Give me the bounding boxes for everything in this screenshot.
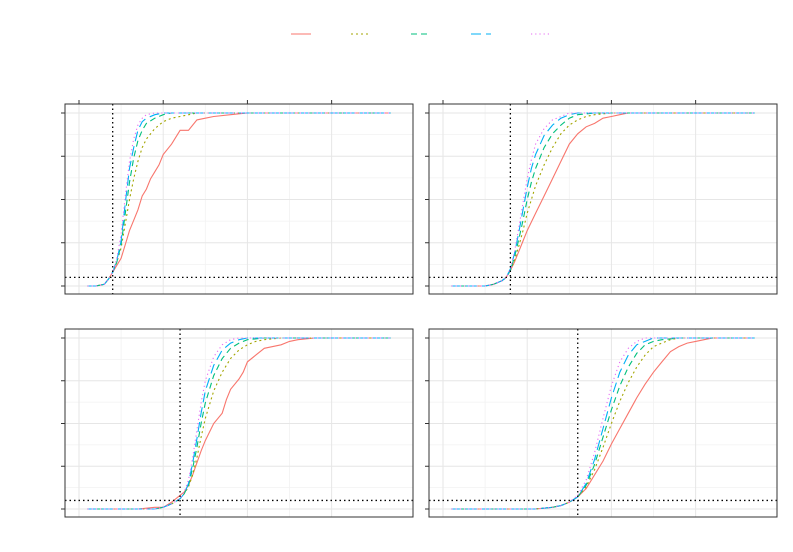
panel-1 — [61, 100, 414, 295]
series-line-4 — [87, 337, 391, 510]
panel-2 — [425, 100, 778, 295]
series-line-5 — [87, 337, 391, 510]
panel-3 — [61, 328, 414, 518]
panel-4 — [425, 328, 778, 518]
series-line-4 — [451, 112, 755, 287]
series-line-2 — [87, 112, 391, 287]
series-line-2 — [87, 337, 391, 510]
series-line-1 — [87, 337, 391, 510]
series-line-4 — [87, 112, 391, 287]
panels — [61, 100, 778, 518]
series-line-5 — [87, 112, 391, 287]
series-line-2 — [451, 112, 755, 287]
series-line-1 — [87, 112, 391, 287]
